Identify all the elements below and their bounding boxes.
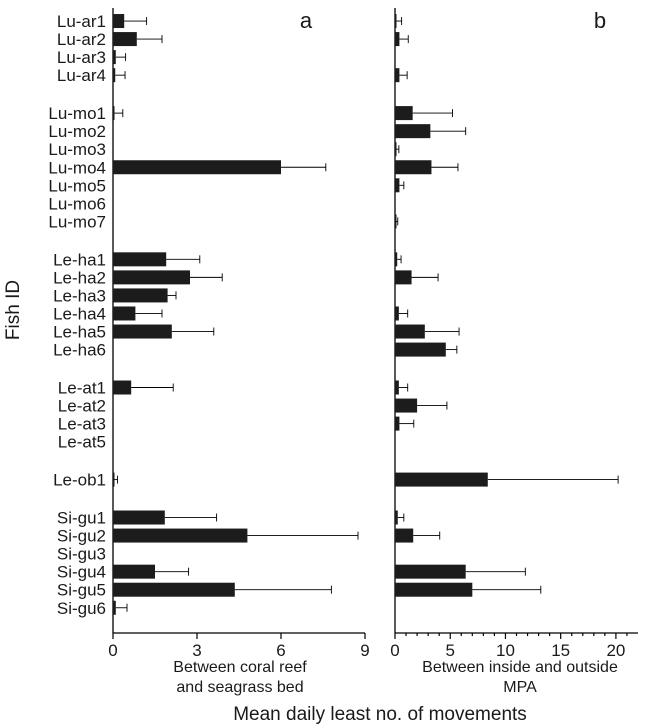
panel-b-x-label-line: Between inside and outside xyxy=(422,659,618,676)
bar-a-lu-mo4 xyxy=(113,160,281,175)
category-labels: Lu-ar1Lu-ar2Lu-ar3Lu-ar4Lu-mo1Lu-mo2Lu-m… xyxy=(48,12,106,618)
y-axis-title: Fish ID xyxy=(3,280,24,340)
category-label-si-gu6: Si-gu6 xyxy=(57,599,106,618)
bar-a-le-ha2 xyxy=(113,270,190,285)
category-label-le-ha3: Le-ha3 xyxy=(53,286,106,305)
panel-a: 0 3 6 9 a Between coral reef and seagrass bed xyxy=(108,8,370,696)
category-label-le-ha2: Le-ha2 xyxy=(53,268,106,287)
category-label-lu-ar4: Lu-ar4 xyxy=(57,66,106,85)
category-label-le-at2: Le-at2 xyxy=(58,397,106,416)
bar-a-lu-ar1 xyxy=(113,14,125,29)
category-label-si-gu5: Si-gu5 xyxy=(57,581,106,600)
bar-b-le-ha2 xyxy=(395,270,412,285)
bar-b-lu-ar2 xyxy=(395,32,400,47)
category-label-lu-mo3: Lu-mo3 xyxy=(48,140,106,159)
category-label-lu-ar1: Lu-ar1 xyxy=(57,12,106,31)
bar-a-le-ob1 xyxy=(113,472,115,487)
bar-b-si-gu2 xyxy=(395,528,414,543)
bar-a-si-gu2 xyxy=(113,528,248,543)
bar-a-lu-mo1 xyxy=(113,106,115,121)
x-tick-label: 20 xyxy=(606,641,625,660)
panel-letter-a: a xyxy=(300,8,313,33)
panel-b-x-label-line: MPA xyxy=(503,679,537,696)
bar-a-le-ha1 xyxy=(113,252,167,267)
bar-b-si-gu1 xyxy=(395,510,398,525)
bar-a-lu-ar3 xyxy=(113,50,116,65)
x-tick-label: 9 xyxy=(360,641,369,660)
category-label-le-ha5: Le-ha5 xyxy=(53,323,106,342)
panel-letter-b: b xyxy=(594,8,606,33)
category-label-le-ha6: Le-ha6 xyxy=(53,341,106,360)
x-tick-label: 3 xyxy=(192,641,201,660)
bar-b-le-at2 xyxy=(395,398,418,413)
bar-b-si-gu4 xyxy=(395,564,466,579)
category-label-le-at5: Le-at5 xyxy=(58,433,106,452)
x-tick-label: 5 xyxy=(445,641,454,660)
bar-b-lu-mo2 xyxy=(395,124,431,139)
x-axis-title: Mean daily least no. of movements xyxy=(233,704,527,725)
bar-b-lu-mo3 xyxy=(395,142,397,157)
x-tick-label: 10 xyxy=(496,641,515,660)
category-label-si-gu4: Si-gu4 xyxy=(57,563,106,582)
category-label-lu-mo6: Lu-mo6 xyxy=(48,194,106,213)
bar-a-le-ha3 xyxy=(113,288,168,303)
bar-b-lu-ar1 xyxy=(395,14,397,29)
category-label-lu-mo5: Lu-mo5 xyxy=(48,176,106,195)
bar-a-si-gu1 xyxy=(113,510,165,525)
bar-b-le-ha4 xyxy=(395,306,399,321)
category-label-le-at3: Le-at3 xyxy=(58,415,106,434)
panel-a-x-label-line: Between coral reef xyxy=(173,659,307,676)
category-label-lu-ar3: Lu-ar3 xyxy=(57,48,106,67)
bar-a-lu-ar2 xyxy=(113,32,137,47)
category-label-le-ha4: Le-ha4 xyxy=(53,304,106,323)
category-label-lu-mo7: Lu-mo7 xyxy=(48,212,106,231)
category-label-le-ob1: Le-ob1 xyxy=(53,471,106,490)
bar-b-le-ha1 xyxy=(395,252,398,267)
bar-a-si-gu4 xyxy=(113,564,155,579)
panel-b: 0 5 10 15 20 b Between inside and outside MPA xyxy=(390,8,638,696)
category-label-si-gu1: Si-gu1 xyxy=(57,509,106,528)
bar-a-le-at1 xyxy=(113,380,132,395)
bar-b-lu-ar4 xyxy=(395,68,400,83)
bar-b-le-ha6 xyxy=(395,342,446,357)
category-label-lu-mo2: Lu-mo2 xyxy=(48,122,106,141)
x-tick-label: 15 xyxy=(551,641,570,660)
bar-b-le-ha5 xyxy=(395,324,425,339)
x-tick-label: 0 xyxy=(108,641,117,660)
category-label-lu-ar2: Lu-ar2 xyxy=(57,30,106,49)
bar-b-lu-mo5 xyxy=(395,178,400,193)
category-label-le-at1: Le-at1 xyxy=(58,379,106,398)
bar-b-le-at3 xyxy=(395,416,400,431)
bar-b-si-gu5 xyxy=(395,582,473,597)
panel-a-x-label-line: and seagrass bed xyxy=(176,679,303,696)
bar-b-lu-mo1 xyxy=(395,106,413,121)
bar-a-le-ha4 xyxy=(113,306,136,321)
bar-a-si-gu5 xyxy=(113,582,235,597)
bar-a-lu-ar4 xyxy=(113,68,116,83)
category-label-lu-mo4: Lu-mo4 xyxy=(48,158,106,177)
category-label-si-gu3: Si-gu3 xyxy=(57,545,106,564)
bar-a-si-gu6 xyxy=(113,600,116,615)
bar-b-le-ob1 xyxy=(395,472,488,487)
category-label-le-ha1: Le-ha1 xyxy=(53,250,106,269)
x-tick-label: 0 xyxy=(390,641,399,660)
bar-b-le-at1 xyxy=(395,380,399,395)
x-tick-label: 6 xyxy=(276,641,285,660)
category-label-lu-mo1: Lu-mo1 xyxy=(48,104,106,123)
category-label-si-gu2: Si-gu2 xyxy=(57,527,106,546)
bar-a-le-ha5 xyxy=(113,324,172,339)
bar-b-lu-mo4 xyxy=(395,160,432,175)
